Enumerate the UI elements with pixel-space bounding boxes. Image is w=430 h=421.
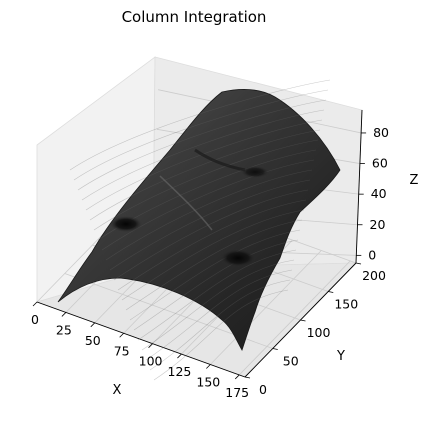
surface <box>57 79 341 381</box>
x-tick-mark <box>61 312 67 317</box>
texture-streak <box>137 249 297 341</box>
texture-streak <box>81 109 325 201</box>
z-tick-label: 60 <box>372 156 388 171</box>
x-axis-label: X <box>113 383 122 398</box>
brow-shading <box>194 148 246 172</box>
y-tick-label: 200 <box>362 268 386 283</box>
chart-title: Column Integration <box>122 8 267 26</box>
texture-streak <box>109 179 311 271</box>
surface-main <box>57 89 341 351</box>
x-tick-label: 75 <box>114 343 130 358</box>
texture-streak <box>145 269 293 361</box>
texture-streak <box>69 79 331 171</box>
y-tick-mark <box>272 348 278 350</box>
x-tick-mark <box>148 343 153 348</box>
texture-streak <box>73 89 329 181</box>
nose-ridge <box>159 175 213 231</box>
surface-texture <box>69 79 331 381</box>
y-axis-label: Y <box>336 349 345 364</box>
texture-streak <box>149 279 291 371</box>
y-tick-label: 0 <box>259 382 267 397</box>
y-tick-mark <box>355 262 362 265</box>
x-tick-label: 0 <box>31 312 39 327</box>
texture-streak <box>113 189 309 281</box>
x-tick-label: 125 <box>168 364 192 379</box>
y-tick-label: 150 <box>334 297 358 312</box>
x-tick-label: 175 <box>225 385 249 400</box>
x-tick-mark <box>206 364 211 369</box>
texture-streak <box>105 169 313 261</box>
z-tick-label: 0 <box>368 247 376 262</box>
x-tick-mark <box>119 332 124 338</box>
left-eye-socket <box>110 216 142 232</box>
texture-streak <box>125 219 303 311</box>
texture-streak <box>121 209 305 301</box>
texture-streak <box>89 129 321 221</box>
x-tick-label: 100 <box>139 354 163 369</box>
mouth-shading <box>241 166 269 178</box>
z-axis-ticks: 0 20 40 60 80 <box>356 125 389 262</box>
x-tick-label: 150 <box>196 375 220 390</box>
z-axis-label: Z <box>410 173 419 188</box>
texture-streak <box>141 259 295 351</box>
x-tick-label: 25 <box>56 322 72 337</box>
texture-streak <box>129 229 301 321</box>
texture-streak <box>153 289 289 381</box>
z-axis-line <box>355 109 363 264</box>
x-tick-mark <box>177 353 182 359</box>
x-tick-label: 50 <box>85 333 101 348</box>
z-tick-label: 20 <box>370 217 386 232</box>
x-tick-mark <box>234 374 240 380</box>
y-tick-mark <box>328 291 334 293</box>
texture-streak <box>133 239 299 331</box>
texture-streak <box>117 199 307 291</box>
z-tick-label: 80 <box>373 125 389 140</box>
z-tick-label: 40 <box>371 186 387 201</box>
texture-streak <box>77 99 327 191</box>
y-tick-label: 100 <box>307 325 331 340</box>
right-eye-socket <box>220 249 256 267</box>
texture-streak <box>101 159 315 251</box>
x-tick-mark <box>90 322 96 328</box>
x-tick-mark <box>32 301 38 307</box>
y-tick-mark <box>244 376 251 379</box>
texture-streak <box>93 139 319 231</box>
y-tick-label: 50 <box>283 354 299 369</box>
y-tick-mark <box>300 319 306 322</box>
x-axis-ticks: 0 25 50 75 100 125 150 175 <box>31 301 249 400</box>
